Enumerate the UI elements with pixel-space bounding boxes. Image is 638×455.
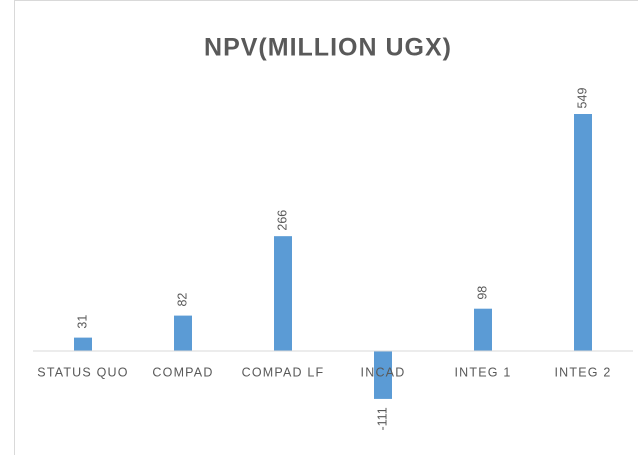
x-tick-label: INTEG 1: [454, 365, 511, 379]
bar: [274, 236, 292, 351]
chart-title: NPV(MILLION UGX): [204, 34, 452, 62]
bar: [74, 337, 92, 351]
x-tick-label: COMPAD: [152, 365, 213, 379]
data-label: -111: [375, 407, 389, 430]
data-label: 82: [175, 293, 189, 307]
x-tick-label: INCAD: [361, 365, 406, 379]
chart-border: [14, 0, 638, 455]
data-label: 549: [575, 88, 589, 109]
data-label: 266: [275, 210, 289, 231]
x-tick-label: COMPAD LF: [242, 365, 325, 379]
bar: [374, 351, 392, 399]
data-label: 98: [475, 286, 489, 300]
data-label: 31: [75, 315, 89, 329]
x-tick-label: STATUS QUO: [37, 365, 128, 379]
bar: [474, 308, 492, 351]
bar: [174, 315, 192, 351]
bar: [574, 114, 592, 351]
x-tick-label: INTEG 2: [554, 365, 611, 379]
